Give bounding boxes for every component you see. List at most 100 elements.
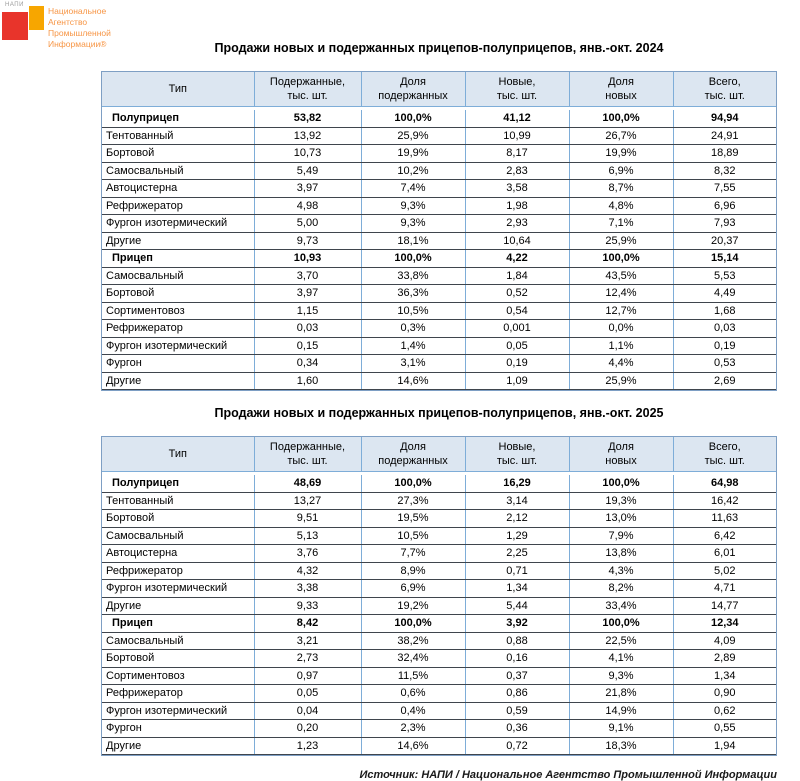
cell-used: 1,23 [254, 737, 362, 755]
table-row: Рефрижератор 0,05 0,6% 0,86 21,8% 0,90 [102, 684, 776, 703]
table-row: Фургон 0,20 2,3% 0,36 9,1% 0,55 [102, 719, 776, 738]
cell-used-share: 10,5% [361, 527, 466, 545]
cell-used-share: 27,3% [361, 492, 466, 510]
table-row: Сортиментовоз 0,97 11,5% 0,37 9,3% 1,34 [102, 667, 776, 685]
cell-new-share: 13,8% [569, 544, 674, 563]
cell-new: 3,58 [465, 179, 570, 198]
cell-type: Самосвальный [102, 267, 255, 285]
col-header-new-share: Доля новых [568, 437, 674, 472]
table-row: Другие 9,33 19,2% 5,44 33,4% 14,77 [102, 597, 776, 615]
cell-used: 5,00 [254, 214, 362, 233]
cell-new: 4,22 [465, 249, 570, 268]
cell-new: 0,37 [465, 667, 570, 685]
cell-new-share: 14,9% [569, 702, 674, 720]
cell-used: 5,49 [254, 162, 362, 180]
cell-new-share: 18,3% [569, 737, 674, 755]
cell-type: Тентованный [102, 492, 255, 510]
cell-used: 3,38 [254, 579, 362, 598]
cell-new-share: 21,8% [569, 684, 674, 703]
cell-type: Рефрижератор [102, 197, 255, 215]
cell-total: 11,63 [673, 509, 776, 528]
table-title-2024: Продажи новых и подержанных прицепов-пол… [214, 41, 664, 55]
cell-type: Самосвальный [102, 527, 255, 545]
cell-used-share: 38,2% [361, 632, 466, 650]
cell-new-share: 22,5% [569, 632, 674, 650]
cell-used-share: 8,9% [361, 562, 466, 580]
cell-used-share: 10,5% [361, 302, 466, 320]
cell-new-share: 7,9% [569, 527, 674, 545]
cell-total: 7,93 [673, 214, 776, 233]
cell-new-share: 13,0% [569, 509, 674, 528]
cell-total: 8,32 [673, 162, 776, 180]
cell-type: Рефрижератор [102, 562, 255, 580]
table-row: Другие 1,23 14,6% 0,72 18,3% 1,94 [102, 737, 776, 755]
cell-used-share: 100,0% [361, 475, 466, 493]
table-row: Прицеп 8,42 100,0% 3,92 100,0% 12,34 [102, 614, 776, 633]
cell-used: 53,82 [254, 110, 362, 128]
cell-used: 0,20 [254, 719, 362, 738]
cell-total: 2,89 [673, 649, 776, 668]
table-row: Самосвальный 5,49 10,2% 2,83 6,9% 8,32 [102, 162, 776, 180]
cell-used: 4,32 [254, 562, 362, 580]
cell-new: 0,05 [465, 337, 570, 355]
cell-type: Рефрижератор [102, 319, 255, 338]
cell-used: 13,92 [254, 127, 362, 145]
cell-new: 3,14 [465, 492, 570, 510]
cell-type: Автоцистерна [102, 179, 255, 198]
cell-new-share: 4,3% [569, 562, 674, 580]
cell-total: 18,89 [673, 144, 776, 163]
header-body-gap [102, 106, 776, 110]
cell-used-share: 0,6% [361, 684, 466, 703]
cell-total: 14,77 [673, 597, 776, 615]
cell-new-share: 100,0% [569, 475, 674, 493]
cell-used-share: 6,9% [361, 579, 466, 598]
cell-new-share: 100,0% [569, 614, 674, 633]
col-header-new-share: Доля новых [568, 72, 674, 107]
cell-used-share: 32,4% [361, 649, 466, 668]
cell-new: 0,16 [465, 649, 570, 668]
cell-type: Полуприцеп [102, 475, 255, 493]
cell-used-share: 19,2% [361, 597, 466, 615]
cell-used: 9,51 [254, 509, 362, 528]
cell-used-share: 7,7% [361, 544, 466, 563]
table-row: Бортовой 3,97 36,3% 0,52 12,4% 4,49 [102, 284, 776, 303]
cell-type: Сортиментовоз [102, 302, 255, 320]
cell-used: 1,60 [254, 372, 362, 390]
table-row: Самосвальный 3,70 33,8% 1,84 43,5% 5,53 [102, 267, 776, 285]
cell-type: Бортовой [102, 649, 255, 668]
cell-used: 3,76 [254, 544, 362, 563]
cell-new: 5,44 [465, 597, 570, 615]
cell-used-share: 14,6% [361, 372, 466, 390]
cell-new: 2,93 [465, 214, 570, 233]
col-header-type: Тип [102, 437, 255, 472]
table-row: Рефрижератор 4,98 9,3% 1,98 4,8% 6,96 [102, 197, 776, 215]
table-row: Рефрижератор 0,03 0,3% 0,001 0,0% 0,03 [102, 319, 776, 338]
cell-used: 13,27 [254, 492, 362, 510]
cell-used-share: 100,0% [361, 249, 466, 268]
col-header-used: Подержанные, тыс. шт. [253, 437, 362, 472]
table-row: Фургон изотермический 3,38 6,9% 1,34 8,2… [102, 579, 776, 598]
cell-total: 6,96 [673, 197, 776, 215]
table-row: Фургон изотермический 0,04 0,4% 0,59 14,… [102, 702, 776, 720]
cell-new-share: 19,9% [569, 144, 674, 163]
cell-new: 10,99 [465, 127, 570, 145]
cell-new: 0,59 [465, 702, 570, 720]
col-header-used: Подержанные, тыс. шт. [253, 72, 362, 107]
table-row: Сортиментовоз 1,15 10,5% 0,54 12,7% 1,68 [102, 302, 776, 320]
cell-total: 0,19 [673, 337, 776, 355]
table-row: Самосвальный 3,21 38,2% 0,88 22,5% 4,09 [102, 632, 776, 650]
cell-type: Фургон изотермический [102, 214, 255, 233]
cell-total: 20,37 [673, 232, 776, 250]
table-row: Бортовой 9,51 19,5% 2,12 13,0% 11,63 [102, 509, 776, 528]
cell-total: 2,69 [673, 372, 776, 390]
sales-table-2025-section: Продажи новых и подержанных прицепов-пол… [101, 405, 777, 756]
cell-new-share: 100,0% [569, 110, 674, 128]
cell-new: 2,12 [465, 509, 570, 528]
table-row: Автоцистерна 3,76 7,7% 2,25 13,8% 6,01 [102, 544, 776, 563]
cell-used: 0,04 [254, 702, 362, 720]
cell-total: 12,34 [673, 614, 776, 633]
cell-new: 0,71 [465, 562, 570, 580]
cell-type: Другие [102, 737, 255, 755]
cell-new: 8,17 [465, 144, 570, 163]
cell-new: 0,54 [465, 302, 570, 320]
